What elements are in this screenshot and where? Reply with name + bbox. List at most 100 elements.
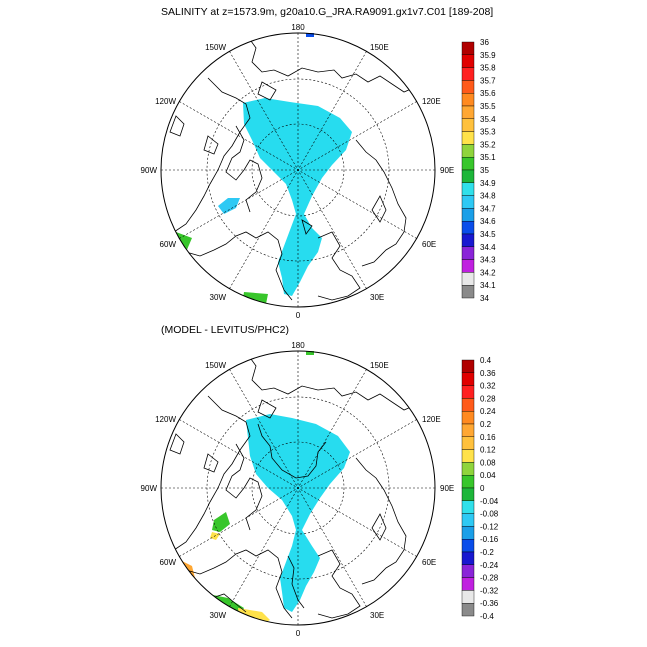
colorbar-box xyxy=(461,526,475,540)
colorbar-box xyxy=(461,259,475,273)
colorbar-box xyxy=(461,603,475,617)
lon-label-60w: 60W xyxy=(160,558,177,567)
colorbar-tick-label: 0.28 xyxy=(480,394,496,403)
lon-label-30w: 30W xyxy=(210,611,227,620)
colorbar-box xyxy=(461,246,475,260)
colorbar-tick-label: -0.04 xyxy=(480,497,499,506)
colorbar-box xyxy=(461,80,475,94)
colorbar-box xyxy=(461,233,475,248)
colorbar-tick-label: -0.32 xyxy=(480,586,499,595)
lon-label-120e: 120E xyxy=(422,415,441,424)
colorbar-tick-label: 34.8 xyxy=(480,192,496,201)
colorbar-tick-label: 0.12 xyxy=(480,446,496,455)
colorbar-tick-label: 0.2 xyxy=(480,420,492,429)
colorbar-box xyxy=(461,500,475,514)
colorbar-box xyxy=(461,285,475,299)
colorbar-tick-label: 34.6 xyxy=(480,217,496,226)
lon-label-90e: 90E xyxy=(440,166,454,175)
lon-label-120w: 120W xyxy=(155,415,176,424)
colorbar-tick-label: -0.36 xyxy=(480,599,499,608)
colorbar-box xyxy=(461,513,475,527)
colorbar-tick-label: -0.12 xyxy=(480,522,499,531)
colorbar-tick-label: 34.3 xyxy=(480,256,496,265)
lon-label-150e: 150E xyxy=(370,43,389,52)
panel-bottom-contour-c xyxy=(211,593,247,613)
panel-top-title: SALINITY at z=1573.9m, g20a10.G_JRA.RA90… xyxy=(161,6,493,18)
panel-top-colorbar: 36 35.9 35.8 35.7 35.6 35.5 35.4 35.3 35.2 35.1 35… xyxy=(461,38,496,303)
colorbar-tick-label: 35.6 xyxy=(480,89,496,98)
colorbar-box xyxy=(461,359,475,374)
colorbar-box xyxy=(461,449,475,463)
colorbar-box xyxy=(461,156,475,171)
colorbar-tick-label: 0.16 xyxy=(480,433,496,442)
colorbar-tick-label: 34.5 xyxy=(480,230,496,239)
colorbar-box xyxy=(461,411,475,425)
colorbar-box xyxy=(461,462,475,476)
colorbar-box xyxy=(461,398,475,412)
colorbar-box xyxy=(461,564,475,578)
panel-top-graticule xyxy=(161,33,435,307)
colorbar-tick-label: 0 xyxy=(480,484,485,493)
panel-bottom-title: (MODEL - LEVITUS/PHC2) xyxy=(161,324,289,336)
colorbar-tick-label: 35.1 xyxy=(480,153,496,162)
colorbar-tick-label: -0.08 xyxy=(480,510,499,519)
lon-label-180: 180 xyxy=(291,341,305,350)
colorbar-box xyxy=(461,169,475,184)
lon-label-60e: 60E xyxy=(422,558,436,567)
panel-bottom-contour-b xyxy=(287,555,305,609)
panel-bottom-field-orange-b xyxy=(222,620,238,625)
colorbar-tick-label: 34.9 xyxy=(480,179,496,188)
colorbar-tick-label: 0.08 xyxy=(480,458,496,467)
lon-label-120w: 120W xyxy=(155,97,176,106)
colorbar-tick-label: 34.1 xyxy=(480,281,496,290)
colorbar-box xyxy=(461,220,475,235)
colorbar-tick-label: 35.4 xyxy=(480,115,496,124)
colorbar-tick-label: 35.2 xyxy=(480,140,496,149)
lon-label-180: 180 xyxy=(291,23,305,32)
colorbar-tick-label: 35 xyxy=(480,166,489,175)
lon-label-0: 0 xyxy=(296,311,301,320)
lon-label-30e: 30E xyxy=(370,293,384,302)
lon-label-150w: 150W xyxy=(205,361,226,370)
panel-top-coastlines xyxy=(165,33,431,301)
lon-label-60w: 60W xyxy=(160,240,177,249)
colorbar-box xyxy=(461,436,475,450)
colorbar-box xyxy=(461,475,475,489)
colorbar-box xyxy=(461,41,475,56)
panel-top-map-border xyxy=(160,32,436,308)
colorbar-tick-label: 36 xyxy=(480,38,489,47)
colorbar-tick-label: 35.5 xyxy=(480,102,496,111)
panel-bottom-map xyxy=(161,351,435,625)
lon-label-90e: 90E xyxy=(440,484,454,493)
colorbar-tick-label: 34.4 xyxy=(480,243,496,252)
colorbar-tick-label: -0.16 xyxy=(480,535,499,544)
panel-bottom-field-green-a xyxy=(212,512,230,532)
colorbar-tick-label: -0.2 xyxy=(480,548,494,557)
colorbar-tick-label: 35.3 xyxy=(480,128,496,137)
lon-label-30e: 30E xyxy=(370,611,384,620)
colorbar-box xyxy=(461,92,475,107)
colorbar-tick-label: 34 xyxy=(480,294,489,303)
lon-label-120e: 120E xyxy=(422,97,441,106)
panel-bottom: (MODEL - LEVITUS/PHC2) xyxy=(141,324,499,638)
colorbar-tick-label: 0.32 xyxy=(480,382,496,391)
lon-label-30w: 30W xyxy=(210,293,227,302)
lon-label-90w: 90W xyxy=(141,166,158,175)
colorbar-box xyxy=(461,272,475,286)
panel-bottom-lon-labels: 180 0 90W 90E 120W 150W 150E 120E 60W 30… xyxy=(141,341,455,638)
panel-top-field-patch-green-b xyxy=(242,292,268,304)
colorbar-tick-label: -0.24 xyxy=(480,561,499,570)
colorbar-box xyxy=(461,54,475,68)
colorbar-box xyxy=(461,577,475,591)
colorbar-tick-label: 35.8 xyxy=(480,64,496,73)
panel-top-map xyxy=(161,33,435,307)
colorbar-box xyxy=(461,423,475,438)
lon-label-150e: 150E xyxy=(370,361,389,370)
colorbar-box xyxy=(461,105,475,120)
colorbar-tick-label: 34.7 xyxy=(480,204,496,213)
colorbar-box xyxy=(461,208,475,222)
panel-top-patch-topedge xyxy=(306,33,314,37)
colorbar-tick-label: 35.7 xyxy=(480,76,496,85)
lon-label-60e: 60E xyxy=(422,240,436,249)
